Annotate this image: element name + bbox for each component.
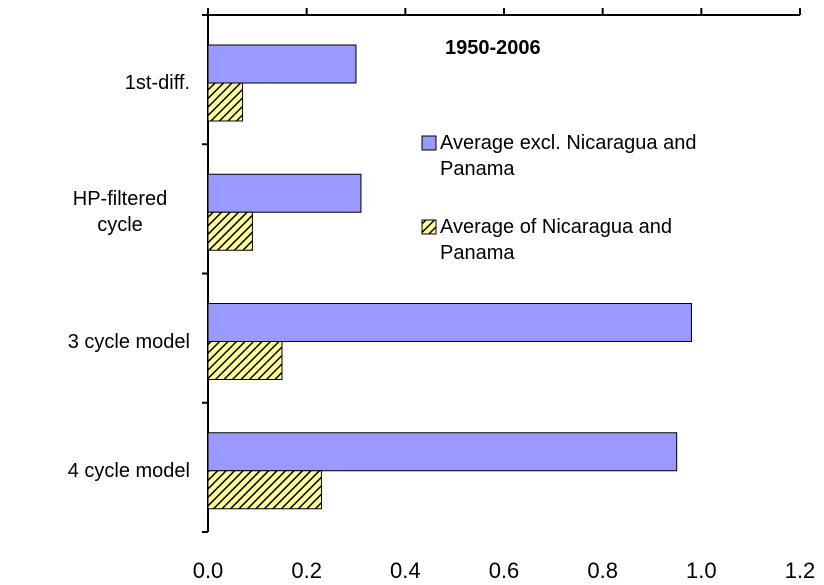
- legend-label: Average of Nicaragua and Panama: [440, 216, 673, 264]
- x-tick-label: 0.4: [390, 558, 421, 583]
- bar: [207, 432, 678, 472]
- x-tick-label: 1.0: [686, 558, 717, 583]
- legend-label: Average excl. Nicaragua and Panama: [440, 132, 697, 180]
- x-tick-label: 0.8: [587, 558, 618, 583]
- legend-swatch: [421, 135, 437, 151]
- bar: [207, 173, 362, 213]
- category-label: 3 cycle model: [67, 330, 190, 353]
- category-label: 1st-diff.: [124, 72, 190, 94]
- bar: [207, 82, 244, 122]
- x-tick-label: 0.0: [192, 558, 224, 583]
- x-tick-label: 0.6: [488, 558, 520, 583]
- bar: [207, 303, 692, 342]
- bar: [207, 470, 322, 510]
- bar: [207, 341, 283, 380]
- legend-swatch: [421, 219, 437, 235]
- bar: [207, 211, 253, 251]
- x-tick-label: 0.2: [291, 558, 322, 583]
- legend-title: 1950-2006: [445, 37, 541, 59]
- category-label: 4 cycle model: [67, 459, 190, 482]
- bar: [207, 44, 357, 84]
- category-label: HP-filtered cycle: [72, 188, 168, 237]
- x-tick-label: 1.2: [784, 558, 816, 583]
